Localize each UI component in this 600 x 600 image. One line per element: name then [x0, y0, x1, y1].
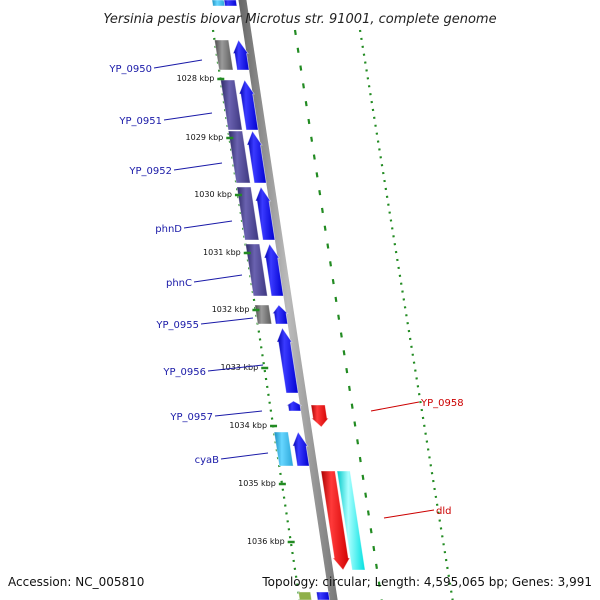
- map-title: Yersinia pestis biovar Microtus str. 910…: [103, 12, 496, 27]
- gene-label-YP_0950: YP_0950: [108, 64, 152, 75]
- cds-partial-top: [222, 0, 238, 7]
- cds-partial-bottom: [314, 591, 331, 600]
- gene-label-dld: dld: [436, 506, 451, 517]
- kbp-markers: 1028 kbp 1029 kbp 1030 kbp 1031 kbp 1032 kbp…: [177, 74, 295, 546]
- label-leader-YP_0951: [163, 112, 213, 121]
- gene-label-YP_0957: YP_0957: [169, 412, 213, 423]
- cog-YP_0952: [227, 130, 251, 184]
- cog-phnC: [245, 243, 268, 297]
- cds-cyaB: [292, 431, 310, 467]
- gene-label-YP_0958: YP_0958: [420, 398, 464, 409]
- label-leader-YP_0957: [214, 410, 263, 417]
- label-leader-YP_0952: [173, 162, 223, 171]
- gene-label-YP_0956: YP_0956: [162, 367, 206, 378]
- gene-label-YP_0951: YP_0951: [118, 116, 162, 127]
- cog-partial-bottom: [297, 591, 313, 600]
- kbp-label: 1030 kbp: [194, 190, 232, 199]
- cog-phnD: [236, 186, 260, 241]
- tick-ring-2: [293, 29, 383, 600]
- label-leader-YP_0955: [200, 317, 254, 325]
- kbp-label: 1035 kbp: [238, 479, 276, 488]
- label-leader-dld: [383, 509, 435, 519]
- cog-dld: [336, 470, 366, 571]
- kbp-label: 1036 kbp: [247, 537, 285, 546]
- gene-label-cyaB: cyaB: [195, 455, 220, 466]
- cds-phnC: [263, 243, 284, 297]
- cds-phnD: [254, 186, 276, 241]
- cog-partial-top: [211, 0, 226, 7]
- gene-labels: YP_0950 YP_0951 YP_0952 phnD phnC YP_0955 YP_0…: [108, 59, 464, 519]
- summary-text: Topology: circular; Length: 4,595,065 bp…: [261, 575, 592, 589]
- gene-label-phnD: phnD: [155, 224, 182, 235]
- kbp-label: 1029 kbp: [186, 133, 224, 142]
- kbp-label: 1032 kbp: [212, 305, 250, 314]
- cds-YP_0956: [276, 327, 299, 394]
- backbone-line: [238, 0, 338, 600]
- gene-label-YP_0952: YP_0952: [128, 166, 172, 177]
- kbp-label: 1028 kbp: [177, 74, 215, 83]
- label-leader-cyaB: [220, 452, 269, 460]
- label-leader-YP_0956: [207, 364, 264, 372]
- cds-YP_0951: [238, 79, 259, 131]
- cds-YP_0950: [232, 39, 250, 71]
- accession-text: Accession: NC_005810: [8, 575, 144, 589]
- cog-YP_0955: [254, 304, 273, 325]
- cog-YP_0950: [214, 39, 234, 71]
- gene-label-YP_0955: YP_0955: [155, 320, 199, 331]
- kbp-label: 1034 kbp: [229, 421, 267, 430]
- label-leader-phnD: [183, 220, 233, 229]
- cds-dld: [320, 470, 351, 571]
- cds-ring: [222, 0, 351, 600]
- cog-ring: [211, 0, 366, 600]
- cds-YP_0958: [310, 404, 330, 428]
- cog-cyaB: [273, 431, 294, 467]
- cds-YP_0952: [246, 130, 267, 184]
- label-leader-YP_0950: [153, 59, 203, 69]
- cds-YP_0955: [271, 304, 289, 325]
- tick-ring-3: [358, 29, 454, 600]
- kbp-label: 1031 kbp: [203, 248, 241, 257]
- gene-label-phnC: phnC: [166, 278, 192, 289]
- label-leader-phnC: [193, 274, 243, 283]
- cog-YP_0951: [220, 79, 243, 131]
- backbone: [238, 0, 338, 600]
- label-leader-YP_0958: [370, 401, 420, 412]
- cds-YP_0957: [285, 400, 302, 412]
